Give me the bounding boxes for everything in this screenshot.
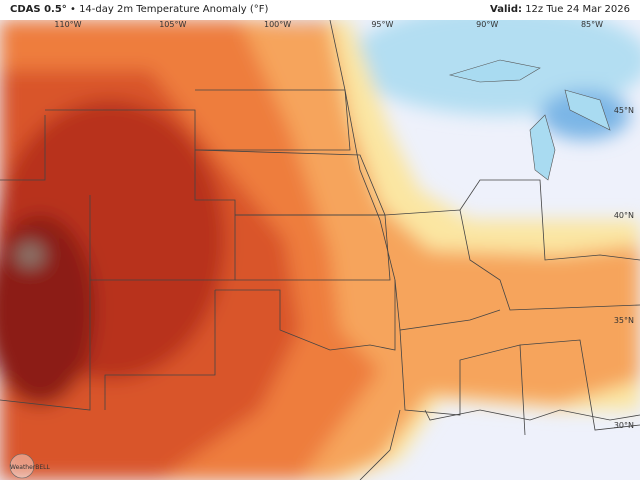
longitude-labels: 110°W 105°W 100°W 95°W 90°W 85°W <box>54 20 603 29</box>
valid-time: 12z Tue 24 Mar 2026 <box>525 4 630 15</box>
map: 110°W 105°W 100°W 95°W 90°W 85°W 45°N 40°N 35°N… <box>0 20 640 480</box>
lat-label: 35°N <box>614 316 634 325</box>
logo-text: WeatherBELL <box>10 464 51 471</box>
lon-label: 105°W <box>159 20 186 29</box>
lon-label: 110°W <box>54 20 81 29</box>
lat-label: 45°N <box>614 106 634 115</box>
lon-label: 95°W <box>371 20 393 29</box>
header: CDAS 0.5° • 14-day 2m Temperature Anomal… <box>0 0 640 20</box>
lat-label: 30°N <box>614 421 634 430</box>
valid-group: Valid: 12z Tue 24 Mar 2026 <box>490 0 630 20</box>
lon-label: 100°W <box>264 20 291 29</box>
logo: WeatherBELL <box>9 453 51 479</box>
model: CDAS 0.5° <box>10 4 67 15</box>
great-lakes <box>448 59 611 181</box>
state-borders <box>0 20 640 480</box>
title: 14-day 2m Temperature Anomaly (°F) <box>79 4 269 15</box>
latitude-labels: 45°N 40°N 35°N 30°N <box>614 106 634 430</box>
valid-label: Valid: <box>490 4 522 15</box>
title-group: CDAS 0.5° • 14-day 2m Temperature Anomal… <box>10 0 268 20</box>
separator: • <box>69 4 76 15</box>
anomaly-field <box>0 20 640 480</box>
lon-label: 90°W <box>476 20 498 29</box>
lat-label: 40°N <box>614 211 634 220</box>
lon-label: 85°W <box>581 20 603 29</box>
